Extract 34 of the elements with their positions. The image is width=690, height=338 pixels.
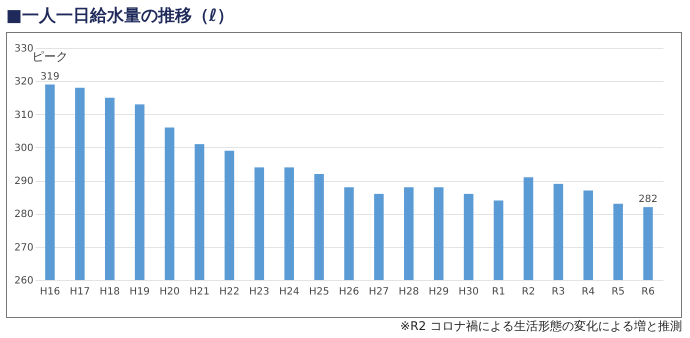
- x-tick-label: H22: [219, 286, 240, 298]
- x-tick-label: H16: [40, 286, 60, 298]
- y-tick-label: 300: [14, 142, 34, 154]
- x-tick-label: H27: [368, 286, 390, 298]
- x-tick-label: H25: [308, 286, 330, 298]
- x-tick-label: R5: [611, 286, 625, 298]
- y-tick-label: 310: [14, 110, 34, 121]
- x-tick-label: R6: [641, 286, 655, 298]
- annotation: ピーク: [32, 49, 68, 64]
- x-tick-label: R4: [582, 286, 595, 298]
- y-tick-label: 320: [14, 76, 34, 88]
- x-tick-label: H26: [338, 286, 360, 298]
- x-tick-label: H20: [159, 286, 180, 298]
- data-label: 319: [40, 71, 60, 82]
- y-tick-label: 290: [14, 176, 34, 188]
- x-tick-label: H17: [70, 286, 90, 298]
- y-tick-label: 280: [14, 209, 34, 220]
- y-tick-label: 270: [14, 242, 34, 254]
- x-tick-label: R2: [522, 286, 536, 298]
- y-tick-label: 330: [14, 44, 34, 54]
- x-tick-label: H18: [100, 286, 120, 298]
- x-tick-label: H29: [428, 286, 449, 298]
- x-tick-label: R3: [552, 286, 565, 298]
- x-tick-label: H28: [398, 286, 419, 298]
- x-tick-label: H19: [130, 286, 150, 298]
- text: ※R2 コロナ禍による生活形態の変化による増と推測: [400, 318, 682, 335]
- data-label: 282: [638, 194, 658, 206]
- y-tick-label: 260: [14, 276, 34, 286]
- chart-title: ■一人一日給水量の推移（ℓ）: [6, 5, 234, 27]
- x-tick-label: H30: [458, 286, 479, 298]
- x-tick-label: H23: [249, 286, 270, 298]
- x-tick-label: H24: [279, 286, 300, 298]
- x-tick-label: H21: [189, 286, 210, 298]
- x-tick-label: R1: [492, 286, 506, 298]
